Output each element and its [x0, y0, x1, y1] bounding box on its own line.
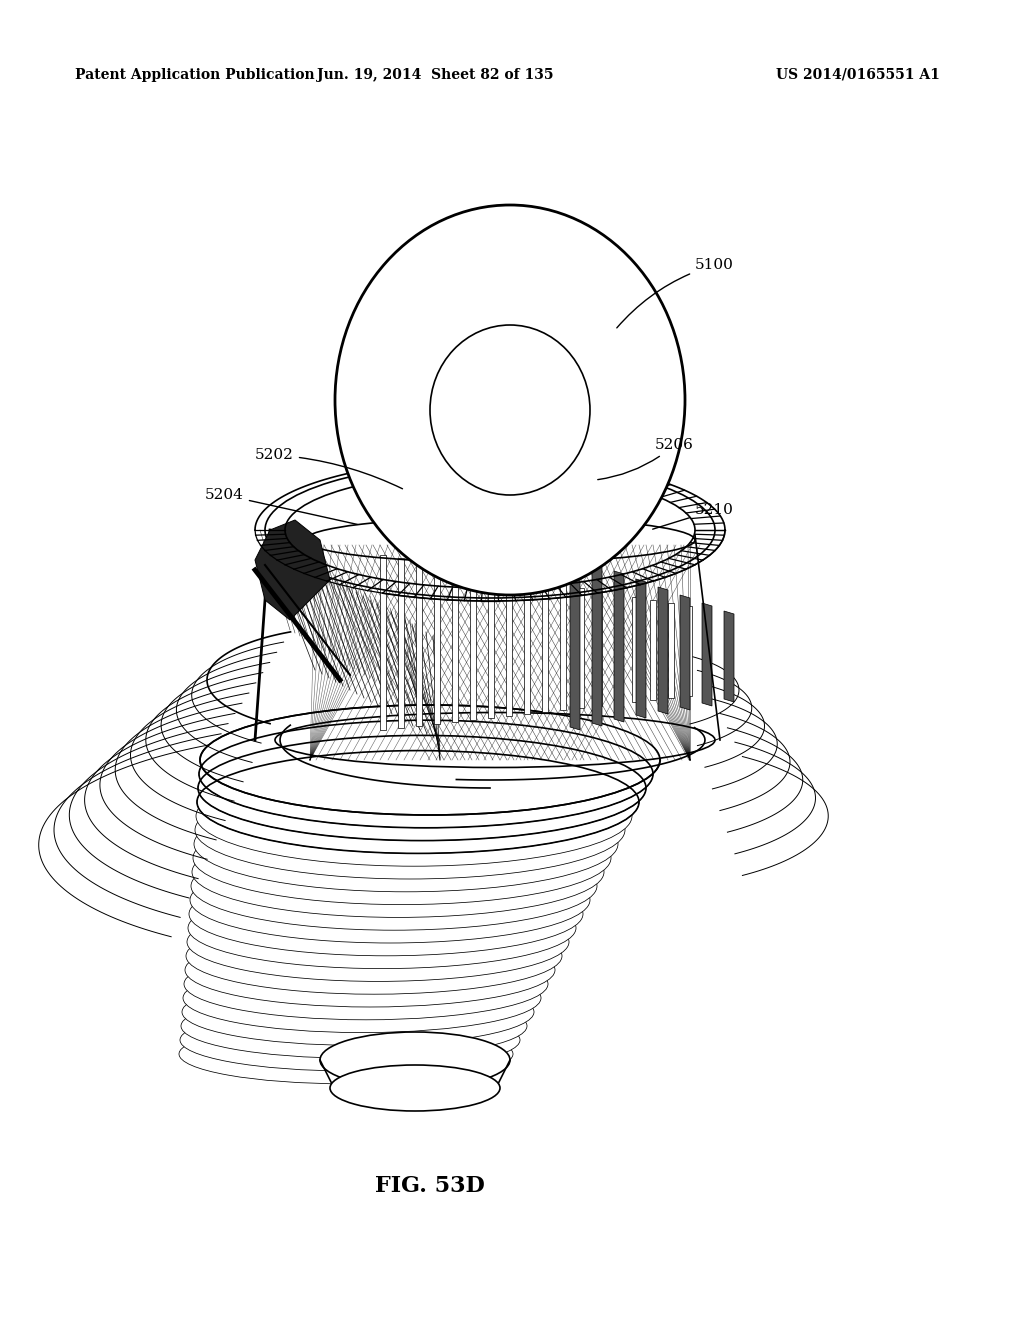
- Ellipse shape: [190, 857, 590, 942]
- Ellipse shape: [182, 978, 534, 1045]
- Ellipse shape: [185, 933, 555, 1007]
- Polygon shape: [724, 611, 734, 702]
- Polygon shape: [416, 561, 422, 726]
- Polygon shape: [614, 572, 624, 722]
- Text: Patent Application Publication: Patent Application Publication: [75, 69, 314, 82]
- Polygon shape: [570, 554, 580, 730]
- Polygon shape: [524, 579, 530, 714]
- Polygon shape: [434, 564, 440, 723]
- Text: 5210: 5210: [652, 503, 734, 529]
- Polygon shape: [380, 554, 386, 730]
- Polygon shape: [680, 595, 690, 710]
- Polygon shape: [542, 582, 548, 711]
- Polygon shape: [452, 568, 458, 722]
- Ellipse shape: [430, 325, 590, 495]
- Ellipse shape: [188, 887, 575, 969]
- Ellipse shape: [198, 735, 646, 841]
- Ellipse shape: [180, 1008, 520, 1071]
- Text: Jun. 19, 2014  Sheet 82 of 135: Jun. 19, 2014 Sheet 82 of 135: [316, 69, 553, 82]
- Ellipse shape: [183, 964, 541, 1032]
- Polygon shape: [560, 585, 566, 710]
- Polygon shape: [636, 579, 646, 718]
- Polygon shape: [506, 576, 512, 715]
- Ellipse shape: [186, 917, 562, 994]
- Ellipse shape: [200, 705, 660, 814]
- Text: 5202: 5202: [255, 447, 402, 488]
- Polygon shape: [255, 520, 330, 620]
- Ellipse shape: [275, 713, 715, 767]
- Polygon shape: [632, 597, 638, 702]
- Ellipse shape: [195, 781, 625, 879]
- Text: US 2014/0165551 A1: US 2014/0165551 A1: [776, 69, 940, 82]
- Ellipse shape: [197, 751, 639, 854]
- Polygon shape: [398, 558, 404, 729]
- Ellipse shape: [184, 948, 548, 1020]
- Text: 5100: 5100: [616, 257, 734, 327]
- Polygon shape: [596, 591, 602, 706]
- Ellipse shape: [335, 205, 685, 595]
- Polygon shape: [592, 564, 602, 726]
- Polygon shape: [702, 603, 712, 706]
- Ellipse shape: [193, 812, 611, 904]
- Ellipse shape: [196, 766, 632, 866]
- Ellipse shape: [181, 994, 527, 1059]
- Polygon shape: [488, 573, 494, 718]
- Ellipse shape: [199, 721, 653, 828]
- Ellipse shape: [194, 796, 618, 892]
- Ellipse shape: [187, 903, 569, 981]
- Polygon shape: [470, 570, 476, 719]
- Text: FIG. 53D: FIG. 53D: [375, 1175, 485, 1197]
- Ellipse shape: [330, 1065, 500, 1111]
- Polygon shape: [668, 603, 674, 698]
- Polygon shape: [658, 587, 668, 714]
- Polygon shape: [614, 594, 620, 704]
- Ellipse shape: [191, 842, 597, 931]
- Polygon shape: [650, 601, 656, 700]
- Polygon shape: [578, 587, 584, 708]
- Text: 5206: 5206: [598, 438, 694, 479]
- Text: 5204: 5204: [205, 488, 357, 524]
- Polygon shape: [686, 606, 692, 696]
- Ellipse shape: [193, 826, 604, 917]
- Ellipse shape: [179, 1024, 513, 1084]
- Ellipse shape: [189, 873, 583, 956]
- Ellipse shape: [319, 1032, 510, 1088]
